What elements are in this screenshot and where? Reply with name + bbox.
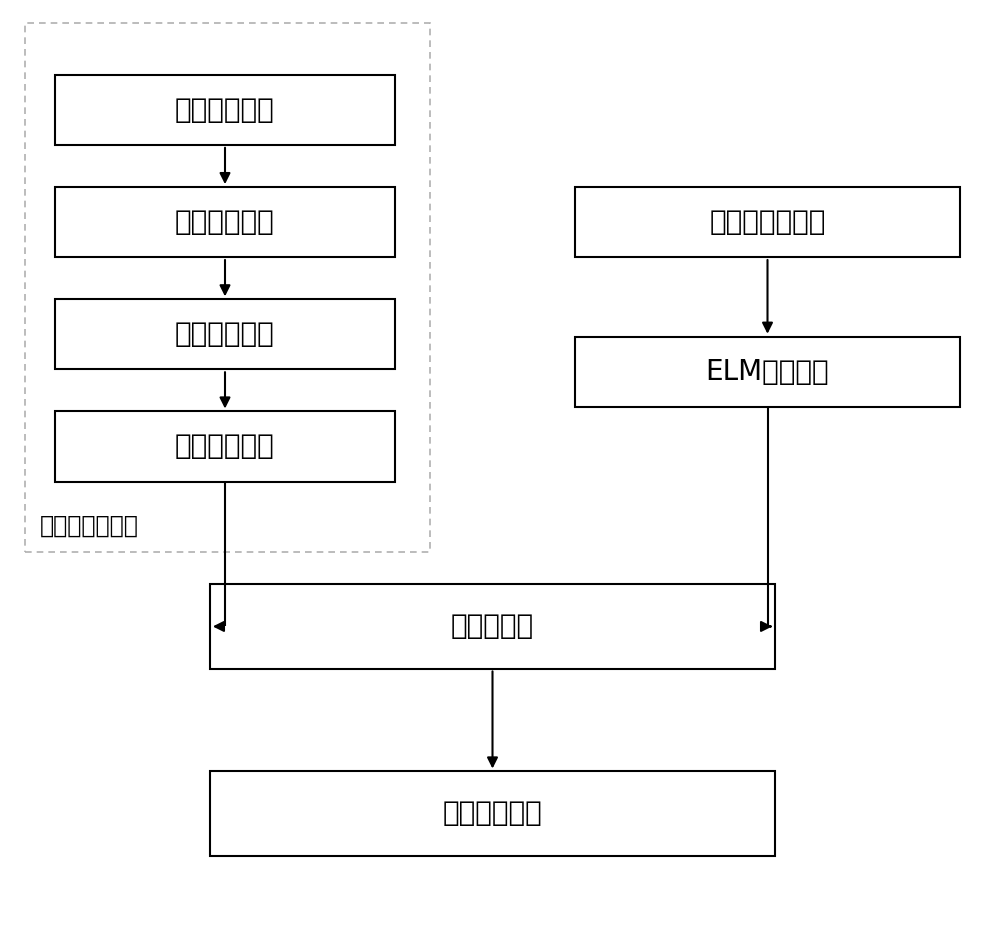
FancyBboxPatch shape [575,337,960,407]
Text: 结果输出模块: 结果输出模块 [443,799,542,827]
Text: 专家知识库模块: 专家知识库模块 [709,209,826,236]
FancyBboxPatch shape [55,187,395,257]
Text: 分类器模块: 分类器模块 [451,612,534,640]
FancyBboxPatch shape [210,584,775,669]
FancyBboxPatch shape [210,771,775,856]
Text: 图像配准单元: 图像配准单元 [175,209,275,236]
FancyBboxPatch shape [55,75,395,145]
Text: 特征提取单元: 特征提取单元 [175,433,275,460]
Text: ELM学习模块: ELM学习模块 [706,358,829,385]
Text: 图像分割单元: 图像分割单元 [175,321,275,348]
FancyBboxPatch shape [55,299,395,369]
FancyBboxPatch shape [55,411,395,482]
Text: 图像预处理模块: 图像预处理模块 [40,513,139,538]
FancyBboxPatch shape [575,187,960,257]
Text: 图像采集单元: 图像采集单元 [175,96,275,123]
